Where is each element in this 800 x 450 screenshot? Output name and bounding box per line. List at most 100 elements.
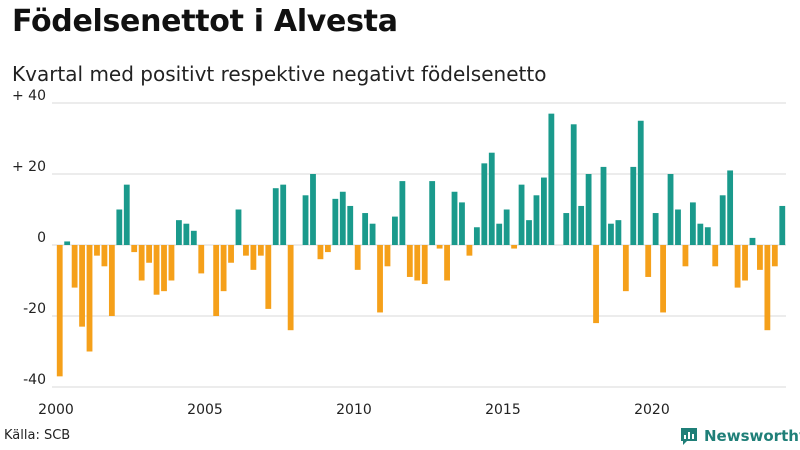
bar-positive [608, 223, 614, 245]
bar-negative [354, 245, 361, 270]
bar-negative [287, 245, 294, 331]
bar-negative [146, 245, 153, 263]
bar-negative [108, 245, 115, 316]
bar-positive [704, 227, 711, 245]
x-tick-label: 2010 [336, 402, 372, 418]
bar-negative [220, 245, 227, 292]
y-tick-label: 0 [37, 230, 46, 246]
bar-negative [712, 245, 719, 267]
bar-positive [190, 230, 197, 245]
bar-positive [563, 213, 570, 245]
bar-positive [429, 181, 436, 245]
bar-negative [71, 245, 78, 288]
bar-positive [488, 152, 495, 245]
bar-positive [481, 163, 488, 245]
bar-positive [116, 209, 123, 245]
bar-positive [727, 170, 734, 245]
bar-negative [764, 245, 771, 331]
bar-positive [280, 184, 287, 245]
bar-negative [377, 245, 383, 313]
bar-positive [123, 184, 130, 245]
bar-positive [637, 120, 644, 245]
brand-logo: Newsworthy [679, 426, 800, 446]
bar-negative [79, 245, 85, 327]
bar-chart-logo-icon [681, 428, 697, 445]
bar-positive [310, 174, 316, 245]
bar-positive [399, 181, 406, 245]
bar-positive [302, 195, 309, 245]
bar-negative [771, 245, 778, 267]
axis-labels: + 40 + 20 0 -20 -40 2000 2005 2010 2015 2020 [12, 88, 670, 418]
bar-positive [749, 237, 756, 245]
bar-negative [161, 245, 167, 292]
bar-positive [235, 209, 242, 245]
bar-positive [667, 174, 674, 245]
bar-positive [779, 205, 786, 245]
bar-negative [466, 245, 473, 256]
bar-positive [548, 113, 555, 246]
chart-title: Födelsenettot i Alvesta [12, 4, 398, 39]
bar-negative [757, 245, 763, 270]
bar-positive [697, 223, 704, 245]
bar-negative [138, 245, 145, 281]
bar-positive [176, 220, 182, 245]
bar-negative [228, 245, 234, 263]
bar-negative [421, 245, 428, 285]
bar-negative [265, 245, 272, 309]
bar-negative [153, 245, 160, 295]
bar-negative [622, 245, 629, 292]
chart-subtitle: Kvartal med positivt respektive negativt… [12, 62, 547, 86]
bar-positive [578, 205, 585, 245]
bar-positive [183, 223, 190, 245]
bar-positive [585, 174, 592, 245]
bar-negative [101, 245, 108, 267]
y-tick-label: -40 [23, 372, 46, 388]
bar-negative [168, 245, 175, 281]
bar-positive [392, 216, 398, 245]
brand-name: Newsworthy [704, 427, 800, 445]
bar-negative [436, 245, 443, 249]
y-tick-label: -20 [23, 301, 46, 317]
bar-negative [593, 245, 599, 324]
bar-positive [570, 124, 577, 245]
bar-positive [459, 202, 465, 245]
x-tick-label: 2005 [187, 402, 223, 418]
bar-negative [414, 245, 421, 281]
bar-negative [243, 245, 249, 256]
bar-positive [630, 166, 637, 245]
bar-negative [660, 245, 666, 313]
bar-negative [213, 245, 220, 316]
bar-positive [272, 188, 279, 245]
bar-negative [682, 245, 689, 267]
bar-positive [652, 213, 659, 245]
bar-positive [473, 227, 480, 245]
bar-positive [675, 209, 681, 245]
bar-positive [339, 191, 346, 245]
bar-negative [406, 245, 413, 277]
bar-positive [369, 223, 376, 245]
y-tick-label: + 40 [12, 88, 46, 104]
bar-negative [94, 245, 100, 256]
bar-negative [742, 245, 748, 281]
bar-negative [645, 245, 652, 277]
x-tick-label: 2015 [485, 402, 521, 418]
bar-positive [615, 220, 622, 245]
bar-positive [541, 177, 547, 245]
bar-negative [198, 245, 205, 274]
bar-negative [56, 245, 63, 377]
bar-positive [362, 213, 369, 245]
bar-positive [64, 241, 71, 245]
bar-negative [257, 245, 264, 256]
bar-positive [689, 202, 696, 245]
bar-negative [317, 245, 324, 260]
bar-negative [734, 245, 741, 288]
bar-positive [451, 191, 458, 245]
source-note: Källa: SCB [4, 428, 71, 443]
bar-positive [518, 184, 525, 245]
bar-positive [347, 205, 354, 245]
bar-negative [511, 245, 518, 249]
bar-positive [600, 166, 607, 245]
bar-negative [444, 245, 450, 281]
bar-negative [324, 245, 331, 253]
